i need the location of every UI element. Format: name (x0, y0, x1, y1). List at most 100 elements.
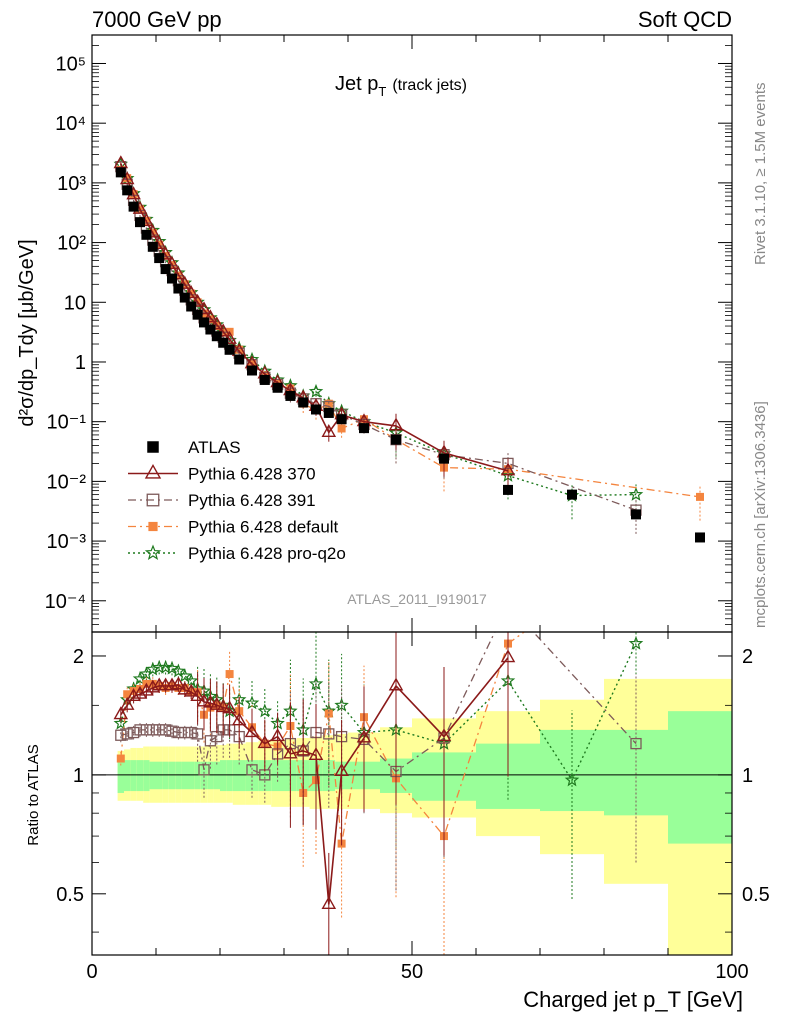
main-series (113, 155, 705, 543)
ratio-point-pq2o (132, 671, 148, 686)
main-point-atlas (192, 309, 203, 320)
main-ytick-label: 10 (64, 292, 86, 314)
legend-label-pdefault: Pythia 6.428 default (188, 518, 339, 537)
main-ytick-label: 10² (57, 233, 86, 255)
ratio-point-p370 (356, 729, 372, 743)
main-ylabel: d²σ/dp_Tdy [μb/GeV] (16, 239, 38, 426)
legend-marker-p370 (144, 464, 162, 479)
main-point-atlas (259, 374, 270, 385)
band-inner (226, 760, 233, 792)
ratio-point-p370 (139, 682, 154, 696)
legend-label-atlas: ATLAS (188, 438, 241, 457)
plot-title-paren: (track jets) (392, 77, 467, 94)
mcplots-label: mcplots.cern.ch [arXiv:1306.3436] (752, 401, 769, 628)
ratio-point-p391 (323, 728, 335, 740)
main-point-atlas (323, 407, 334, 418)
main-point-atlas (135, 217, 145, 228)
band-inner (168, 761, 176, 790)
main-point-atlas (234, 354, 245, 365)
legend-marker-p391 (146, 493, 160, 507)
main-line-p370 (120, 163, 509, 472)
main-point-atlas (115, 167, 126, 178)
ratio-point-p370 (113, 706, 129, 720)
main-point-atlas (218, 337, 229, 348)
band-inner (232, 760, 246, 792)
ratio-point-pq2o (145, 661, 161, 676)
ratio-point-pq2o (139, 666, 154, 681)
header-left: 7000 GeV pp (92, 7, 222, 32)
main-point-pdefault (337, 424, 346, 433)
main-point-atlas (160, 264, 171, 275)
ratio-point-pq2o (308, 676, 324, 691)
ratio-ytick-label-left: 0.5 (56, 884, 84, 906)
ratio-point-p391 (147, 724, 159, 736)
main-point-atlas (179, 292, 190, 303)
ratio-point-p370 (295, 742, 311, 756)
legend-marker-pdefault (148, 521, 158, 532)
ratio-point-p391 (127, 726, 140, 739)
ratio-point-p391 (630, 737, 642, 750)
main-point-atlas (122, 185, 133, 196)
main-ytick-label: 10⁻³ (47, 531, 87, 553)
ratio-point-p370 (436, 728, 452, 742)
ratio-series (113, 632, 644, 955)
main-point-atlas (695, 532, 705, 543)
main-point-atlas (247, 365, 257, 376)
ratio-point-p391 (159, 724, 172, 736)
ratio-point-pdefault (123, 690, 132, 699)
band-inner (149, 761, 156, 790)
ratio-point-p370 (126, 687, 141, 701)
ratio-point-p370 (321, 895, 337, 909)
ratio-ytick-label-left: 1 (73, 765, 84, 787)
main-point-atlas (205, 324, 216, 335)
ratio-point-p370 (244, 724, 260, 738)
band-inner (271, 760, 284, 792)
plot-title: Jet pT (track jets) (335, 73, 467, 99)
band-inner (207, 761, 214, 790)
ratio-ytick-label-right: 1 (742, 765, 753, 787)
band-inner (220, 760, 227, 792)
band-inner (213, 761, 220, 790)
main-point-p370 (215, 323, 231, 337)
ratio-point-p370 (222, 700, 237, 714)
ratio-axes: 0.5 0.5 1 1 2 2 0 50 100 (56, 632, 770, 983)
main-ytick-label: 10⁻¹ (47, 412, 87, 434)
ratio-point-p391 (198, 764, 210, 776)
main-point-p370 (177, 275, 193, 289)
band-inner (245, 760, 259, 792)
main-point-atlas (311, 404, 321, 415)
ratio-point-p370 (257, 735, 273, 749)
ratio-point-p370 (183, 683, 199, 697)
main-point-pq2o (628, 486, 644, 501)
main-point-atlas (567, 489, 577, 500)
ratio-point-p370 (388, 677, 404, 691)
ratio-point-pq2o (183, 673, 199, 688)
main-point-p370 (119, 171, 135, 185)
ratio-point-p370 (196, 693, 212, 707)
main-ytick-label: 10⁴ (55, 113, 86, 135)
ratio-ytick-label-right: 0.5 (742, 884, 770, 906)
main-point-pdefault (324, 399, 333, 408)
main-point-atlas (154, 253, 165, 264)
ratio-point-p391 (246, 764, 258, 776)
main-point-atlas (173, 283, 184, 294)
main-line-p391 (120, 166, 637, 511)
ratio-point-p391 (204, 735, 217, 747)
main-point-pdefault (696, 492, 704, 501)
main-point-atlas (359, 423, 369, 434)
plot-title-sub: T (378, 84, 386, 99)
ratio-point-p370 (119, 696, 135, 710)
main-ytick-label: 10⁵ (55, 53, 86, 75)
ratio-point-p370 (308, 747, 324, 761)
ratio-ytick-label-right: 2 (742, 646, 753, 668)
main-plot: 10⁵ 10⁴ 10³ 10² 10 1 10⁻¹ 10⁻² 10⁻³ 10⁻⁴ d²σ/dp_T… (16, 34, 733, 633)
main-point-p370 (164, 256, 180, 270)
main-point-p370 (500, 462, 516, 476)
legend-label-pq2o: Pythia 6.428 pro-q2o (188, 544, 346, 563)
main-point-atlas (167, 273, 177, 284)
main-point-atlas (503, 484, 513, 495)
ratio-frame (91, 631, 733, 956)
main-point-p370 (183, 285, 199, 299)
ratio-xtick-label: 0 (86, 961, 97, 983)
